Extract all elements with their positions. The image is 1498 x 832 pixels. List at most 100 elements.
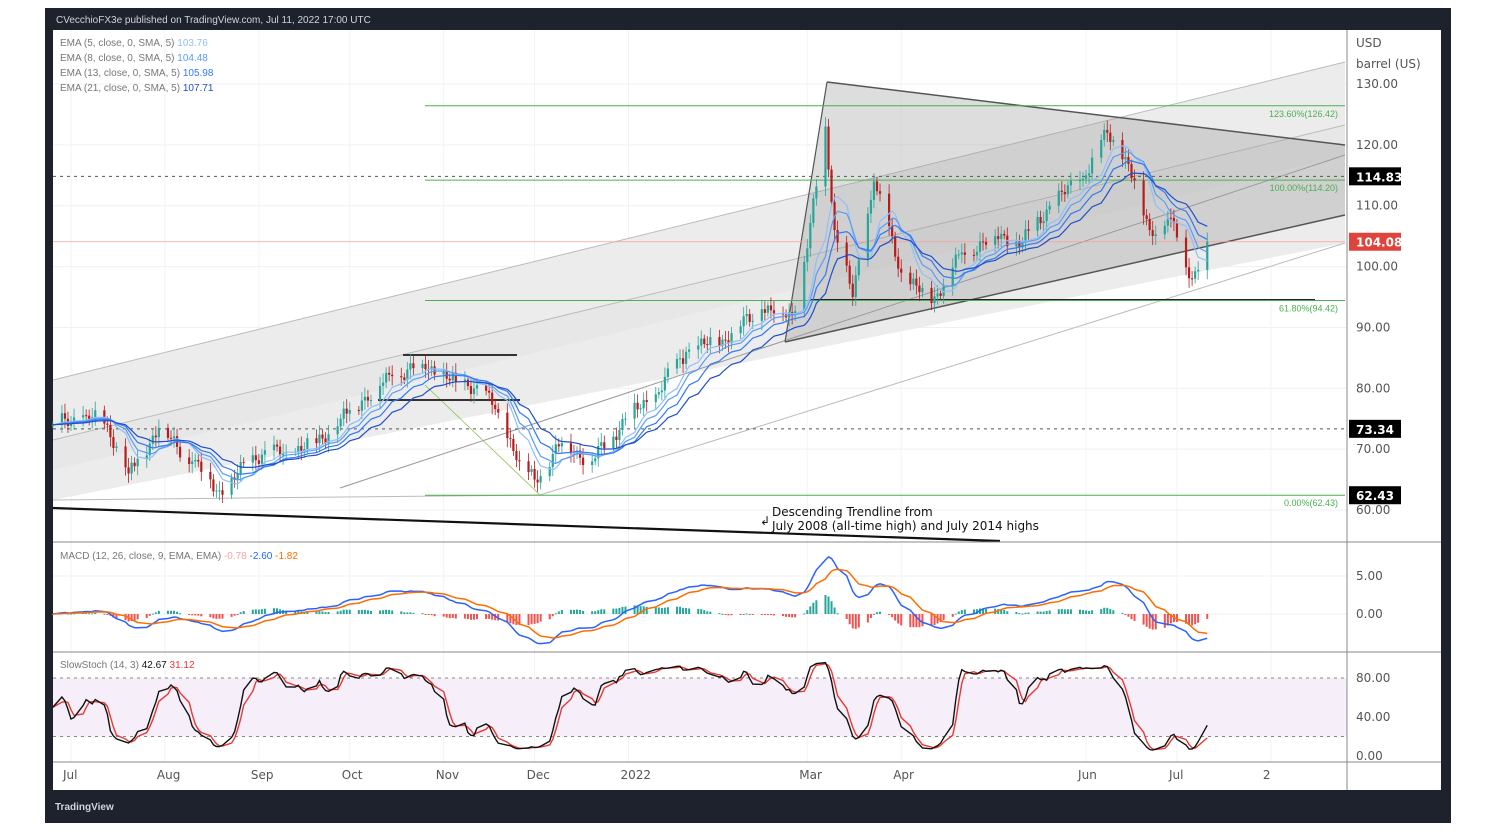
stoch-k-line	[52, 661, 1208, 751]
candle-body	[218, 490, 221, 492]
macd-histogram-bar	[442, 614, 445, 617]
candle-body	[363, 396, 367, 401]
candle-body	[130, 462, 133, 474]
macd-histogram-bar	[788, 614, 791, 618]
candle	[218, 480, 221, 501]
candle	[684, 346, 688, 370]
candle-body	[866, 213, 869, 261]
macd-histogram-bar	[112, 614, 115, 618]
candle	[1039, 210, 1042, 230]
candle-body	[403, 377, 406, 380]
macd-histogram-bar	[1078, 609, 1081, 614]
candle	[930, 281, 933, 310]
candle	[1112, 135, 1115, 147]
macd-histogram-bar	[166, 610, 169, 614]
macd-histogram-bar	[742, 613, 745, 615]
candle-body	[618, 430, 621, 441]
macd-histogram-bar	[815, 600, 818, 614]
candle-body	[557, 444, 560, 447]
triangle-left	[784, 81, 828, 343]
candle	[766, 301, 769, 317]
axes[interactable]: 130.00 120.00 110.00 100.00 90.00 80.00 70.00 6…	[62, 36, 1421, 782]
macd-histogram-bar	[782, 614, 785, 617]
candle-body	[809, 222, 812, 249]
candle-body	[488, 390, 491, 393]
macd-histogram-bar	[766, 614, 769, 615]
macd-histogram-bar	[951, 614, 954, 617]
macd-histogram-bar	[445, 614, 448, 618]
candle-body	[666, 368, 670, 377]
macd-histogram-bar	[1063, 609, 1066, 614]
candle	[721, 334, 724, 351]
macd-histogram-bar	[576, 609, 579, 614]
candle	[363, 387, 367, 410]
candle-body	[1103, 129, 1106, 140]
candle	[282, 443, 285, 465]
candle-body	[506, 412, 509, 439]
candle	[703, 334, 706, 348]
candle	[209, 463, 212, 489]
macd-histogram-bar	[454, 614, 457, 619]
candle-body	[718, 337, 721, 347]
channel-upper	[52, 61, 1346, 381]
macd-histogram-bar	[972, 609, 975, 614]
candle-body	[1057, 190, 1060, 206]
candle	[412, 355, 415, 376]
candle	[339, 414, 342, 431]
candle	[191, 451, 194, 474]
macd-histogram-bar	[909, 614, 912, 628]
macd-histogram-bar	[360, 609, 363, 614]
candle	[115, 442, 118, 452]
candle-body	[954, 254, 957, 268]
candle	[533, 460, 536, 488]
candle	[366, 390, 370, 408]
price-label-bg	[1349, 167, 1401, 186]
macd-histogram-bar	[930, 614, 933, 627]
macd-histogram-bar	[357, 610, 360, 614]
macd-histogram-bar	[982, 608, 985, 614]
macd-histogram-bar	[509, 614, 512, 624]
macd-histogram-bar	[463, 614, 466, 619]
macd-histogram-bar	[339, 610, 342, 614]
candle	[1027, 220, 1030, 240]
candle-body	[345, 408, 348, 414]
price-label-bg	[1349, 486, 1401, 505]
candle	[1130, 159, 1133, 183]
candle-body	[369, 400, 373, 402]
macd-histogram-bar	[1148, 614, 1151, 629]
candle-body	[391, 374, 394, 377]
candle	[981, 232, 985, 251]
macd-histogram-bar	[1197, 614, 1200, 623]
price-tick: 100.00	[1356, 260, 1398, 274]
price-label-text: 104.08	[1356, 236, 1402, 250]
candle	[124, 438, 127, 476]
macd-histogram-bar	[297, 611, 300, 614]
price-label-text: 73.34	[1356, 423, 1394, 437]
macd-histogram-bar	[257, 609, 260, 614]
macd-histogram-bar	[615, 608, 618, 614]
candle-body	[212, 479, 215, 492]
candle	[1163, 220, 1166, 240]
macd-histogram-bar	[851, 614, 854, 629]
candle-body	[300, 445, 303, 451]
candle	[275, 439, 279, 452]
macd-histogram-bar	[915, 614, 918, 628]
candle-body	[324, 438, 327, 444]
macd-histogram-bar	[197, 614, 200, 616]
candle-body	[539, 476, 542, 483]
macd-histogram-bar	[836, 613, 839, 615]
candle-body	[315, 438, 318, 444]
candle	[954, 247, 957, 275]
macd-histogram-bar	[209, 614, 212, 618]
candle-body	[530, 468, 533, 473]
candle	[348, 402, 351, 422]
candle-body	[469, 386, 473, 395]
candle	[230, 473, 233, 499]
macd-histogram-bar	[582, 610, 585, 614]
macd-histogram-bar	[848, 614, 851, 625]
candle-body	[848, 265, 851, 284]
macd-histogram-bar	[872, 613, 875, 615]
candle	[1172, 209, 1176, 231]
candle	[936, 285, 939, 305]
candle-body	[421, 363, 424, 369]
